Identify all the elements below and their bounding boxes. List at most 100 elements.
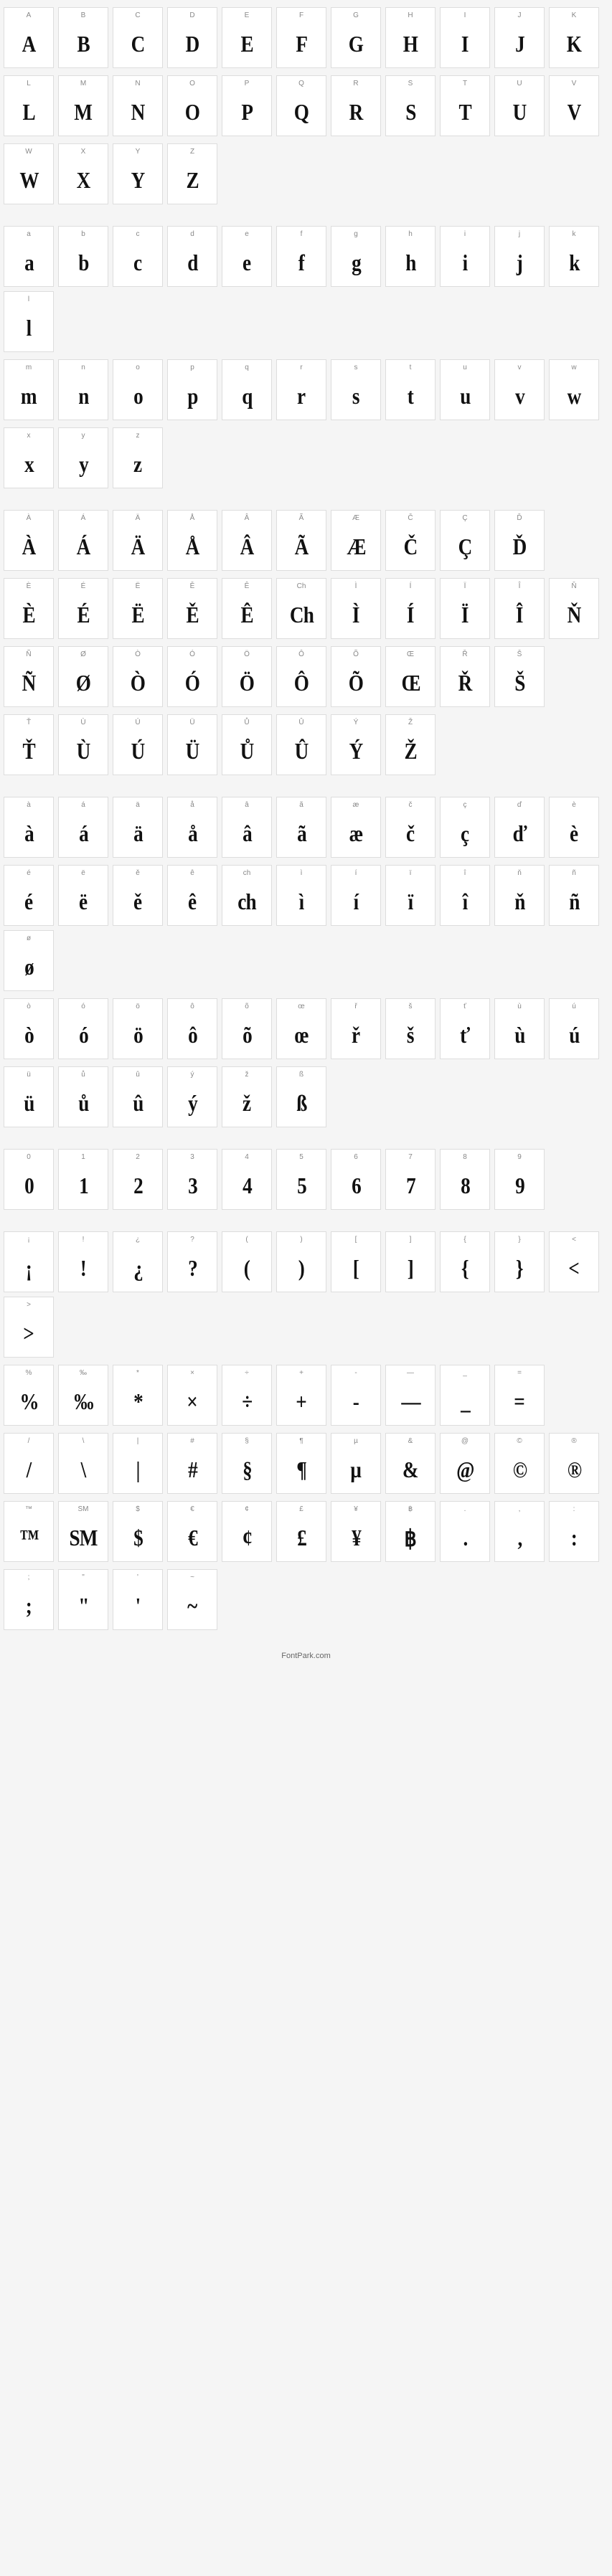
glyph-cell: çç [440,797,490,858]
glyph-label: č [409,800,413,810]
glyph-display: Œ [401,660,420,706]
glyph-cell: \\ [58,1433,108,1494]
glyph-display: Ò [131,660,145,706]
glyph-label: 3 [190,1152,194,1162]
glyph-display: ň [514,879,524,925]
glyph-label: Ž [408,718,413,728]
glyph-label: - [354,1368,357,1378]
glyph-label: N [135,79,140,89]
glyph-cell: __ [440,1365,490,1426]
glyph-label: Æ [352,513,359,524]
glyph-label: > [27,1300,31,1310]
glyph-display: G [349,21,363,67]
glyph-label: œ [298,1002,304,1012]
glyph-label: ] [410,1235,412,1245]
glyph-cell: öö [113,998,163,1059]
glyph-display: × [187,1378,198,1425]
glyph-display: + [296,1378,307,1425]
glyph-label: Â [245,513,250,524]
glyph-label: ? [190,1235,194,1245]
glyph-display: Ï [461,592,469,638]
glyph-label: 1 [81,1152,85,1162]
glyph-display: P [241,89,253,136]
glyph-cell: QQ [276,75,326,136]
glyph-cell: RR [331,75,381,136]
glyph-display: £ [297,1515,306,1561]
glyph-display: b [78,240,88,286]
glyph-label: Ñ [26,650,31,660]
glyph-label: Í [410,582,412,592]
glyph-label: ú [572,1002,576,1012]
glyph-cell: éé [4,865,54,926]
glyph-display: - [353,1378,359,1425]
glyph-label: Ý [354,718,359,728]
glyph-label: { [463,1235,466,1245]
glyph-label: " [82,1573,85,1583]
glyph-cell: ďď [494,797,545,858]
glyph-display: 6 [352,1162,361,1209]
glyph-label: ¿ [136,1235,140,1245]
glyph-cell: HH [385,7,436,68]
glyph-label: 9 [517,1152,522,1162]
glyph-display: Ô [294,660,309,706]
glyph-label: 5 [299,1152,303,1162]
glyph-cell: §§ [222,1433,272,1494]
glyph-label: ň [517,868,522,879]
glyph-display: č [406,810,414,857]
glyph-cell: ÁÁ [58,510,108,571]
glyph-cell: åå [167,797,217,858]
glyph-row: ;;""''~~ [4,1569,608,1630]
glyph-label: ž [245,1070,249,1080]
glyph-label: ñ [572,868,576,879]
glyph-display: ť [460,1012,469,1059]
glyph-display: K [567,21,581,67]
glyph-display: ] [408,1245,413,1292]
glyph-cell: JJ [494,7,545,68]
glyph-cell: ÕÕ [331,646,381,707]
glyph-cell: ÚÚ [113,714,163,775]
glyph-cell: jj [494,226,545,287]
glyph-display: T [458,89,471,136]
glyph-display: , [517,1515,522,1561]
glyph-label: ř [354,1002,357,1012]
glyph-cell: // [4,1433,54,1494]
glyph-cell: 99 [494,1149,545,1210]
glyph-label: # [190,1436,194,1446]
glyph-cell: úú [549,998,599,1059]
glyph-cell: GG [331,7,381,68]
glyph-cell: ùù [494,998,545,1059]
glyph-label: Ê [245,582,250,592]
glyph-label: ß [299,1070,303,1080]
glyph-cell: 11 [58,1149,108,1210]
glyph-label: ch [243,868,251,879]
glyph-row: mmnnooppqqrrssttuuvvww [4,359,608,420]
glyph-display: ! [80,1245,86,1292]
glyph-display: ë [79,879,87,925]
glyph-display: * [133,1378,143,1425]
glyph-display: á [79,810,88,857]
glyph-label: € [190,1505,194,1515]
glyph-label: ť [463,1002,466,1012]
glyph-display: < [569,1245,580,1292]
glyph-label: å [190,800,194,810]
glyph-cell: šš [385,998,436,1059]
glyph-cell: !! [58,1231,108,1292]
glyph-display: V [568,89,581,136]
glyph-label: l [28,295,29,305]
glyph-cell: ¿¿ [113,1231,163,1292]
glyph-label: b [81,229,85,240]
glyph-row: ààááääååââããææččççďďèè [4,797,608,858]
glyph-cell: ŘŘ [440,646,490,707]
glyph-label: D [189,11,194,21]
glyph-display: \ [81,1446,86,1493]
glyph-display: ; [26,1583,32,1629]
glyph-cell: kk [549,226,599,287]
glyph-display: Ö [240,660,254,706]
glyph-label: ô [190,1002,194,1012]
glyph-label: © [517,1436,522,1446]
glyph-display: Í [407,592,414,638]
glyph-display: ó [79,1012,88,1059]
glyph-label: s [354,363,358,373]
glyph-display: j [517,240,522,286]
glyph-display: $ [133,1515,143,1561]
